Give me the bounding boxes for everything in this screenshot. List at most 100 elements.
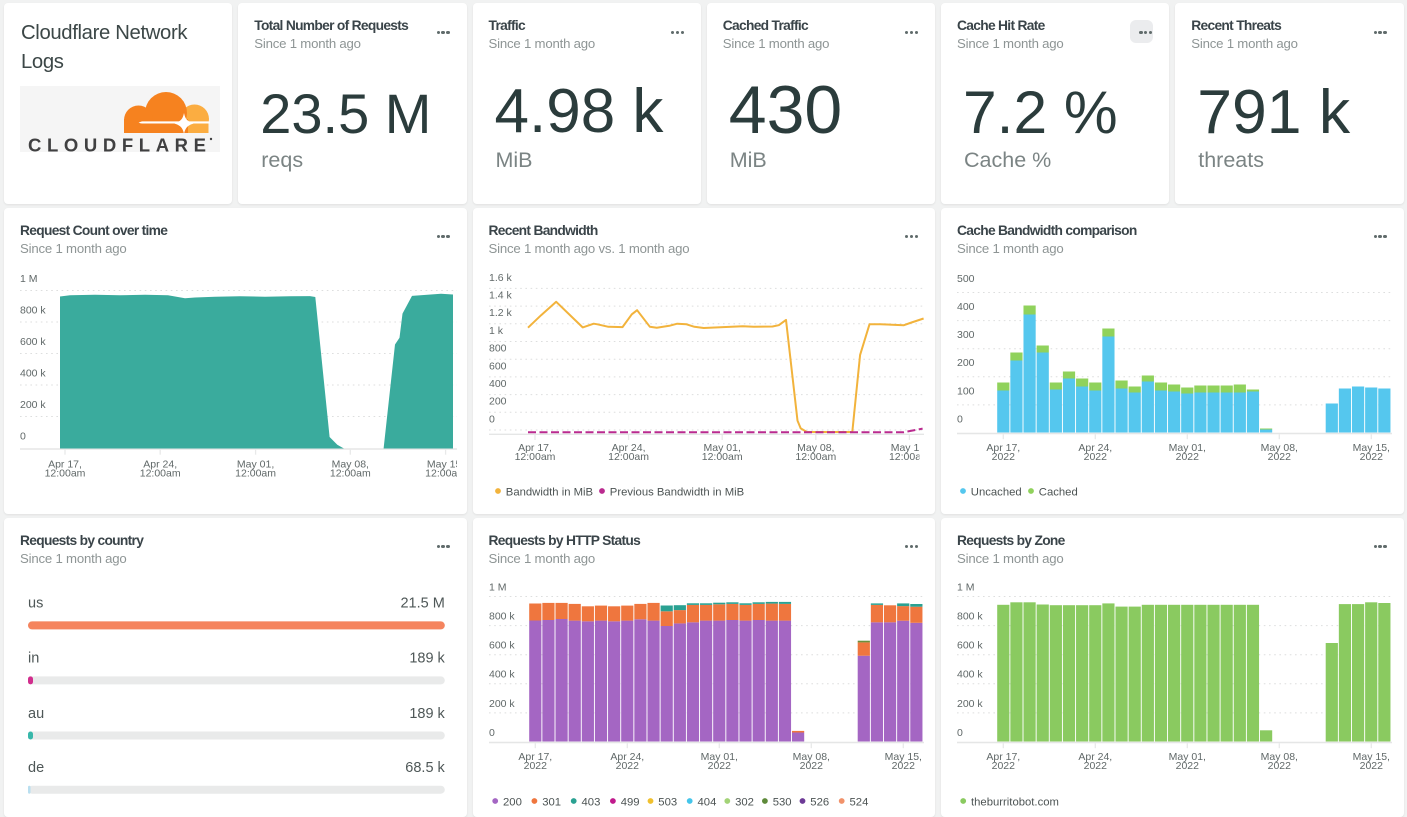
svg-text:2022: 2022 xyxy=(1268,451,1292,463)
svg-text:526: 526 xyxy=(810,796,829,808)
svg-text:2022: 2022 xyxy=(1360,760,1384,772)
svg-text:800: 800 xyxy=(489,342,507,354)
svg-text:0: 0 xyxy=(957,413,963,425)
svg-text:302: 302 xyxy=(735,796,754,808)
svg-text:12:00am: 12:00am xyxy=(701,451,742,463)
svg-text:12:00am: 12:00am xyxy=(140,467,181,479)
svg-text:12:00am: 12:00am xyxy=(514,451,555,463)
svg-text:189 k: 189 k xyxy=(409,650,445,666)
svg-text:1 M: 1 M xyxy=(489,581,507,593)
svg-text:May 08,: May 08, xyxy=(1261,441,1298,453)
svg-text:0: 0 xyxy=(489,726,495,738)
svg-text:400: 400 xyxy=(957,301,975,313)
svg-text:200 k: 200 k xyxy=(957,697,983,709)
svg-text:May 08,: May 08, xyxy=(792,750,829,762)
svg-text:503: 503 xyxy=(658,796,677,808)
svg-text:300: 300 xyxy=(957,329,975,341)
svg-text:2022: 2022 xyxy=(992,451,1016,463)
svg-text:in: in xyxy=(28,650,39,666)
svg-text:68.5 k: 68.5 k xyxy=(405,760,445,776)
svg-text:2022: 2022 xyxy=(707,760,731,772)
svg-text:100: 100 xyxy=(957,385,975,397)
svg-text:Uncached: Uncached xyxy=(971,486,1022,498)
svg-text:2022: 2022 xyxy=(1084,451,1108,463)
svg-text:530: 530 xyxy=(772,796,791,808)
svg-text:600: 600 xyxy=(489,360,507,372)
svg-text:12:00am: 12:00am xyxy=(330,467,371,479)
svg-text:200 k: 200 k xyxy=(20,398,46,410)
svg-text:12:00am: 12:00am xyxy=(608,451,649,463)
svg-text:1.6 k: 1.6 k xyxy=(489,271,513,283)
svg-text:May 15,: May 15, xyxy=(884,750,921,762)
svg-text:400 k: 400 k xyxy=(957,668,983,680)
svg-text:21.5 M: 21.5 M xyxy=(400,595,444,611)
svg-text:Previous Bandwidth in MiB: Previous Bandwidth in MiB xyxy=(609,486,743,498)
svg-text:0: 0 xyxy=(20,430,26,442)
svg-text:400: 400 xyxy=(489,378,507,390)
svg-text:1 M: 1 M xyxy=(957,581,975,593)
svg-text:200: 200 xyxy=(503,796,522,808)
svg-text:us: us xyxy=(28,595,43,611)
svg-text:Apr 17,: Apr 17, xyxy=(986,750,1020,762)
svg-text:600 k: 600 k xyxy=(957,639,983,651)
svg-text:Apr 17,: Apr 17, xyxy=(518,750,552,762)
svg-text:2022: 2022 xyxy=(799,760,823,772)
svg-text:12:00am: 12:00am xyxy=(235,467,276,479)
svg-text:12:00am: 12:00am xyxy=(425,467,466,479)
svg-text:May 15,: May 15, xyxy=(427,458,464,470)
svg-text:au: au xyxy=(28,705,44,721)
svg-text:1 M: 1 M xyxy=(20,272,38,284)
svg-text:600 k: 600 k xyxy=(489,639,515,651)
svg-text:400 k: 400 k xyxy=(20,367,46,379)
svg-text:Apr 24,: Apr 24, xyxy=(1078,750,1112,762)
svg-text:theburritobot.com: theburritobot.com xyxy=(971,796,1059,808)
svg-text:May 01,: May 01, xyxy=(237,458,274,470)
svg-text:May 15,: May 15, xyxy=(1353,750,1390,762)
svg-text:800 k: 800 k xyxy=(957,610,983,622)
svg-text:0: 0 xyxy=(957,726,963,738)
svg-text:499: 499 xyxy=(620,796,639,808)
svg-text:2022: 2022 xyxy=(523,760,547,772)
svg-text:Bandwidth in MiB: Bandwidth in MiB xyxy=(505,486,592,498)
svg-text:2022: 2022 xyxy=(992,760,1016,772)
svg-text:May 01,: May 01, xyxy=(703,441,740,453)
svg-text:2022: 2022 xyxy=(1176,451,1200,463)
svg-text:524: 524 xyxy=(849,796,868,808)
svg-text:200 k: 200 k xyxy=(489,697,515,709)
svg-text:Apr 17,: Apr 17, xyxy=(518,441,552,453)
svg-text:2022: 2022 xyxy=(1084,760,1108,772)
svg-text:403: 403 xyxy=(581,796,600,808)
svg-text:May 08,: May 08, xyxy=(1261,750,1298,762)
svg-text:301: 301 xyxy=(542,796,561,808)
svg-text:Apr 24,: Apr 24, xyxy=(610,750,644,762)
svg-text:Apr 24,: Apr 24, xyxy=(1078,441,1112,453)
svg-text:0: 0 xyxy=(489,413,495,425)
svg-text:12:00am: 12:00am xyxy=(888,451,929,463)
svg-text:600 k: 600 k xyxy=(20,335,46,347)
svg-text:400 k: 400 k xyxy=(489,668,515,680)
svg-text:1 k: 1 k xyxy=(489,324,504,336)
svg-text:Apr 17,: Apr 17, xyxy=(986,441,1020,453)
svg-text:404: 404 xyxy=(697,796,716,808)
svg-text:189 k: 189 k xyxy=(409,705,445,721)
svg-text:May 01,: May 01, xyxy=(700,750,737,762)
svg-text:200: 200 xyxy=(957,357,975,369)
svg-text:May 01,: May 01, xyxy=(1169,441,1206,453)
svg-text:12:00am: 12:00am xyxy=(795,451,836,463)
svg-text:de: de xyxy=(28,760,44,776)
svg-text:1.4 k: 1.4 k xyxy=(489,289,513,301)
svg-text:May 01,: May 01, xyxy=(1169,750,1206,762)
svg-text:800 k: 800 k xyxy=(489,610,515,622)
svg-text:May 08,: May 08, xyxy=(797,441,834,453)
svg-text:Apr 24,: Apr 24, xyxy=(143,458,177,470)
svg-text:800 k: 800 k xyxy=(20,304,46,316)
svg-text:200: 200 xyxy=(489,395,507,407)
svg-text:2022: 2022 xyxy=(1360,451,1384,463)
svg-text:2022: 2022 xyxy=(1176,760,1200,772)
svg-text:Cached: Cached xyxy=(1039,486,1078,498)
svg-text:May 15,: May 15, xyxy=(1353,441,1390,453)
svg-text:2022: 2022 xyxy=(615,760,639,772)
svg-text:May 08,: May 08, xyxy=(332,458,369,470)
svg-text:12:00am: 12:00am xyxy=(45,467,86,479)
svg-text:2022: 2022 xyxy=(1268,760,1292,772)
